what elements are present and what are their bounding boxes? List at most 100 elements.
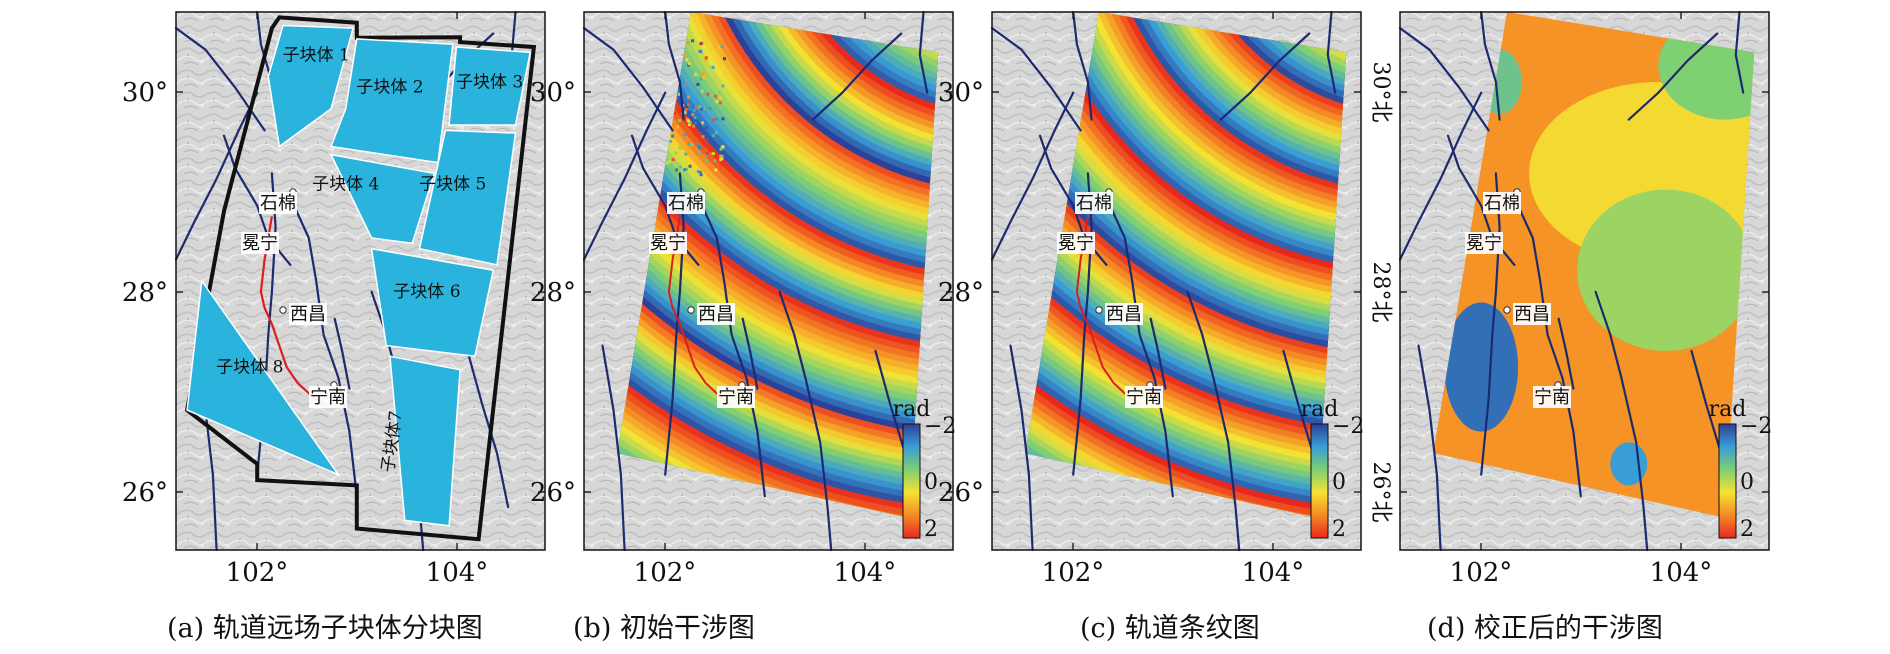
noise-speckle <box>712 119 715 122</box>
lat-tick-label-rotated: 28°北 <box>1368 262 1393 323</box>
noise-speckle <box>721 117 724 120</box>
noise-speckle <box>690 143 693 146</box>
subblock-label: 子块体 6 <box>393 282 460 302</box>
noise-speckle <box>701 121 704 124</box>
noise-speckle <box>694 73 697 76</box>
noise-speckle <box>714 168 717 171</box>
noise-speckle <box>691 39 694 42</box>
lon-tick-label: 104° <box>834 558 897 588</box>
noise-speckle <box>688 62 691 65</box>
noise-speckle <box>692 125 695 128</box>
lon-tick-label: 102° <box>1042 558 1105 588</box>
lat-tick-label: 26° <box>122 478 168 508</box>
colorbar <box>1311 424 1328 538</box>
lat-tick-label-rotated: 30°北 <box>1368 62 1393 123</box>
lat-tick-label: 28° <box>122 278 168 308</box>
city-label: 西昌 <box>290 304 326 325</box>
lat-tick-label: 30° <box>122 78 168 108</box>
noise-speckle <box>683 133 686 136</box>
caption-d: (d) 校正后的干涉图 <box>1427 606 1663 645</box>
lat-tick-label: 30° <box>938 78 984 108</box>
city-label: 冕宁 <box>242 233 278 254</box>
noise-speckle <box>724 67 727 70</box>
noise-speckle <box>712 152 715 155</box>
city-label: 西昌 <box>1514 304 1550 325</box>
colorbar-tick-label: −2 <box>1332 414 1364 439</box>
noise-speckle <box>715 131 718 134</box>
caption-b: (b) 初始干涉图 <box>573 606 755 645</box>
noise-speckle <box>702 124 705 127</box>
noise-speckle <box>693 109 696 112</box>
noise-speckle <box>689 165 692 168</box>
noise-speckle <box>686 41 689 44</box>
noise-speckle <box>687 143 690 146</box>
noise-speckle <box>706 93 709 96</box>
noise-speckle <box>708 110 711 113</box>
noise-speckle <box>714 95 717 98</box>
noise-speckle <box>671 135 674 138</box>
city-label: 冕宁 <box>1466 233 1502 254</box>
noise-speckle <box>706 138 709 141</box>
noise-speckle <box>675 152 678 155</box>
noise-speckle <box>719 158 722 161</box>
noise-speckle <box>699 78 702 81</box>
noise-speckle <box>719 155 722 158</box>
noise-speckle <box>718 45 721 48</box>
subblock-label: 子块体 3 <box>456 72 523 92</box>
noise-speckle <box>679 163 682 166</box>
noise-speckle <box>688 108 691 111</box>
noise-speckle <box>700 108 703 111</box>
city-label: 石棉 <box>668 193 704 214</box>
subblock-label: 子块体 8 <box>216 357 283 377</box>
colorbar-tick-label: 2 <box>1740 517 1754 542</box>
lon-tick-label: 102° <box>634 558 697 588</box>
subblock-label: 子块体 5 <box>419 175 486 195</box>
noise-speckle <box>689 92 692 95</box>
colorbar-tick-label: −2 <box>1740 414 1772 439</box>
colorbar-tick-label: 0 <box>1332 470 1346 495</box>
city-label: 宁南 <box>718 387 754 408</box>
lon-tick-label: 104° <box>1650 558 1713 588</box>
noise-speckle <box>685 58 688 61</box>
noise-speckle <box>701 90 704 93</box>
subblock-label: 子块体 1 <box>283 45 350 65</box>
noise-speckle <box>684 153 687 156</box>
noise-speckle <box>698 50 701 53</box>
noise-speckle <box>721 145 724 148</box>
city-label: 冕宁 <box>650 233 686 254</box>
city-marker <box>688 307 694 313</box>
noise-speckle <box>668 160 671 163</box>
city-marker <box>280 307 286 313</box>
subblock-label: 子块体 4 <box>312 175 379 195</box>
lon-tick-label: 104° <box>426 558 489 588</box>
noise-speckle <box>678 119 681 122</box>
colorbar <box>1719 424 1736 538</box>
noise-speckle <box>685 108 688 111</box>
fringe-band <box>884 0 1132 2</box>
noise-speckle <box>683 168 686 171</box>
noise-speckle <box>702 72 705 75</box>
noise-speckle <box>685 54 688 57</box>
residual-green <box>1577 190 1754 351</box>
noise-speckle <box>672 158 675 161</box>
noise-speckle <box>712 134 715 137</box>
noise-speckle <box>702 76 705 79</box>
noise-speckle <box>678 147 681 150</box>
fringe-band <box>878 0 1138 8</box>
noise-speckle <box>697 143 700 146</box>
noise-speckle <box>718 91 721 94</box>
noise-speckle <box>687 103 690 106</box>
noise-speckle <box>693 116 696 119</box>
noise-speckle <box>695 106 698 109</box>
lat-tick-label: 28° <box>938 278 984 308</box>
noise-speckle <box>709 107 712 110</box>
residual-blue-2 <box>1610 442 1647 485</box>
lat-tick-label: 30° <box>530 78 576 108</box>
colorbar-tick-label: 2 <box>924 517 938 542</box>
noise-speckle <box>699 42 702 45</box>
noise-speckle <box>685 83 688 86</box>
lon-tick-label: 104° <box>1242 558 1305 588</box>
city-marker <box>1504 307 1510 313</box>
